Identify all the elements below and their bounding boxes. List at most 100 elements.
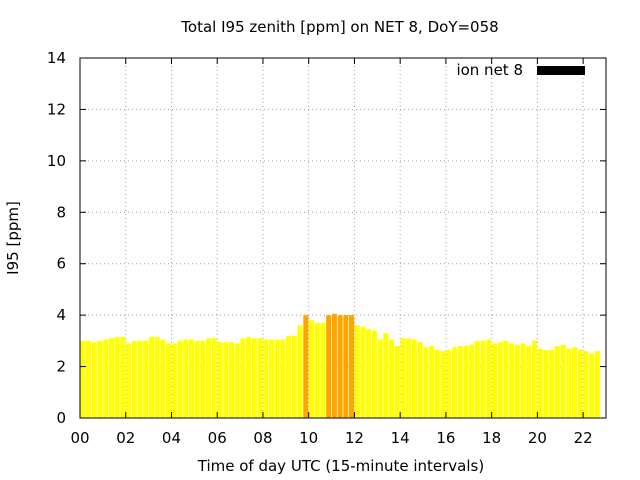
x-tick-label: 00 <box>70 429 89 447</box>
legend-label: ion net 8 <box>456 61 523 79</box>
grid <box>80 58 606 418</box>
bar <box>429 346 435 418</box>
chart-title: Total I95 zenith [ppm] on NET 8, DoY=058 <box>180 18 498 36</box>
bar <box>520 343 526 418</box>
bar <box>440 351 446 418</box>
y-tick-label: 4 <box>56 306 66 324</box>
bar <box>451 347 457 418</box>
bar <box>154 337 160 418</box>
bar <box>274 339 280 418</box>
x-tick-label: 06 <box>208 429 227 447</box>
bar <box>188 339 194 418</box>
bar <box>303 315 309 418</box>
bar <box>160 339 166 418</box>
bar <box>166 343 172 418</box>
bar <box>103 339 109 418</box>
x-tick-label: 20 <box>528 429 547 447</box>
y-tick-label: 2 <box>56 358 66 376</box>
bar <box>114 337 120 418</box>
y-tick-label: 0 <box>56 409 66 427</box>
bar <box>486 339 492 418</box>
bar <box>217 342 223 418</box>
bar <box>446 349 452 418</box>
bar <box>514 344 520 418</box>
bar <box>497 342 503 418</box>
bar <box>560 344 566 418</box>
bar <box>474 340 480 418</box>
bar <box>349 315 355 418</box>
bar <box>377 339 383 418</box>
bar <box>480 340 486 418</box>
bar <box>463 346 469 418</box>
bar <box>286 335 292 418</box>
bar <box>246 337 252 418</box>
bar <box>137 340 143 418</box>
bar <box>177 340 183 418</box>
bar <box>434 349 440 418</box>
bar <box>314 322 320 418</box>
bar <box>337 315 343 418</box>
x-tick-label: 04 <box>162 429 181 447</box>
bar <box>366 329 372 418</box>
bar <box>331 313 337 418</box>
bar <box>206 338 212 418</box>
bar <box>280 339 286 418</box>
bar <box>263 339 269 418</box>
x-axis-label: Time of day UTC (15-minute intervals) <box>197 457 484 475</box>
x-tick-label: 02 <box>116 429 135 447</box>
x-tick-label: 16 <box>436 429 455 447</box>
bar <box>400 338 406 418</box>
legend-swatch <box>537 66 585 75</box>
y-axis-label: I95 [ppm] <box>4 201 22 275</box>
bar <box>108 338 114 418</box>
y-tick-label: 10 <box>47 152 66 170</box>
bar <box>491 343 497 418</box>
bar <box>411 339 417 418</box>
bar <box>223 342 229 418</box>
bar <box>354 325 360 418</box>
bar <box>200 340 206 418</box>
bar <box>571 347 578 418</box>
x-tick-label: 12 <box>345 429 364 447</box>
bar <box>131 340 137 418</box>
bar <box>234 343 240 418</box>
bar <box>97 340 103 418</box>
plot-frame <box>79 57 607 419</box>
bar <box>228 342 234 418</box>
bar <box>394 346 400 418</box>
x-tick-label: 18 <box>482 429 501 447</box>
bar <box>509 343 515 418</box>
bar <box>543 349 549 418</box>
bar <box>240 338 246 418</box>
bar <box>549 349 555 418</box>
y-tick-labels: 0 2 4 6 8 10 12 14 <box>47 49 66 427</box>
bar <box>320 322 326 418</box>
bar <box>389 339 395 418</box>
bar <box>383 333 389 418</box>
y-tick-label: 6 <box>56 255 66 273</box>
x-tick-label: 08 <box>253 429 272 447</box>
bar <box>126 343 132 418</box>
x-tick-label: 14 <box>391 429 410 447</box>
bar <box>297 325 303 418</box>
bar <box>469 344 475 418</box>
y-tick-label: 14 <box>47 49 66 67</box>
bar <box>566 348 572 418</box>
bar <box>183 339 189 418</box>
bar <box>503 340 509 418</box>
bar <box>291 335 297 418</box>
legend: ion net 8 <box>456 61 585 79</box>
bar <box>194 340 200 418</box>
bar <box>343 315 349 418</box>
y-tick-label: 12 <box>47 100 66 118</box>
bar <box>371 330 377 418</box>
bar <box>308 320 315 418</box>
y-tick-label: 8 <box>56 203 66 221</box>
x-tick-label: 10 <box>299 429 318 447</box>
bar <box>531 340 538 418</box>
bar <box>589 353 595 418</box>
bar <box>417 342 423 418</box>
bar <box>80 340 86 418</box>
bar <box>86 340 92 418</box>
